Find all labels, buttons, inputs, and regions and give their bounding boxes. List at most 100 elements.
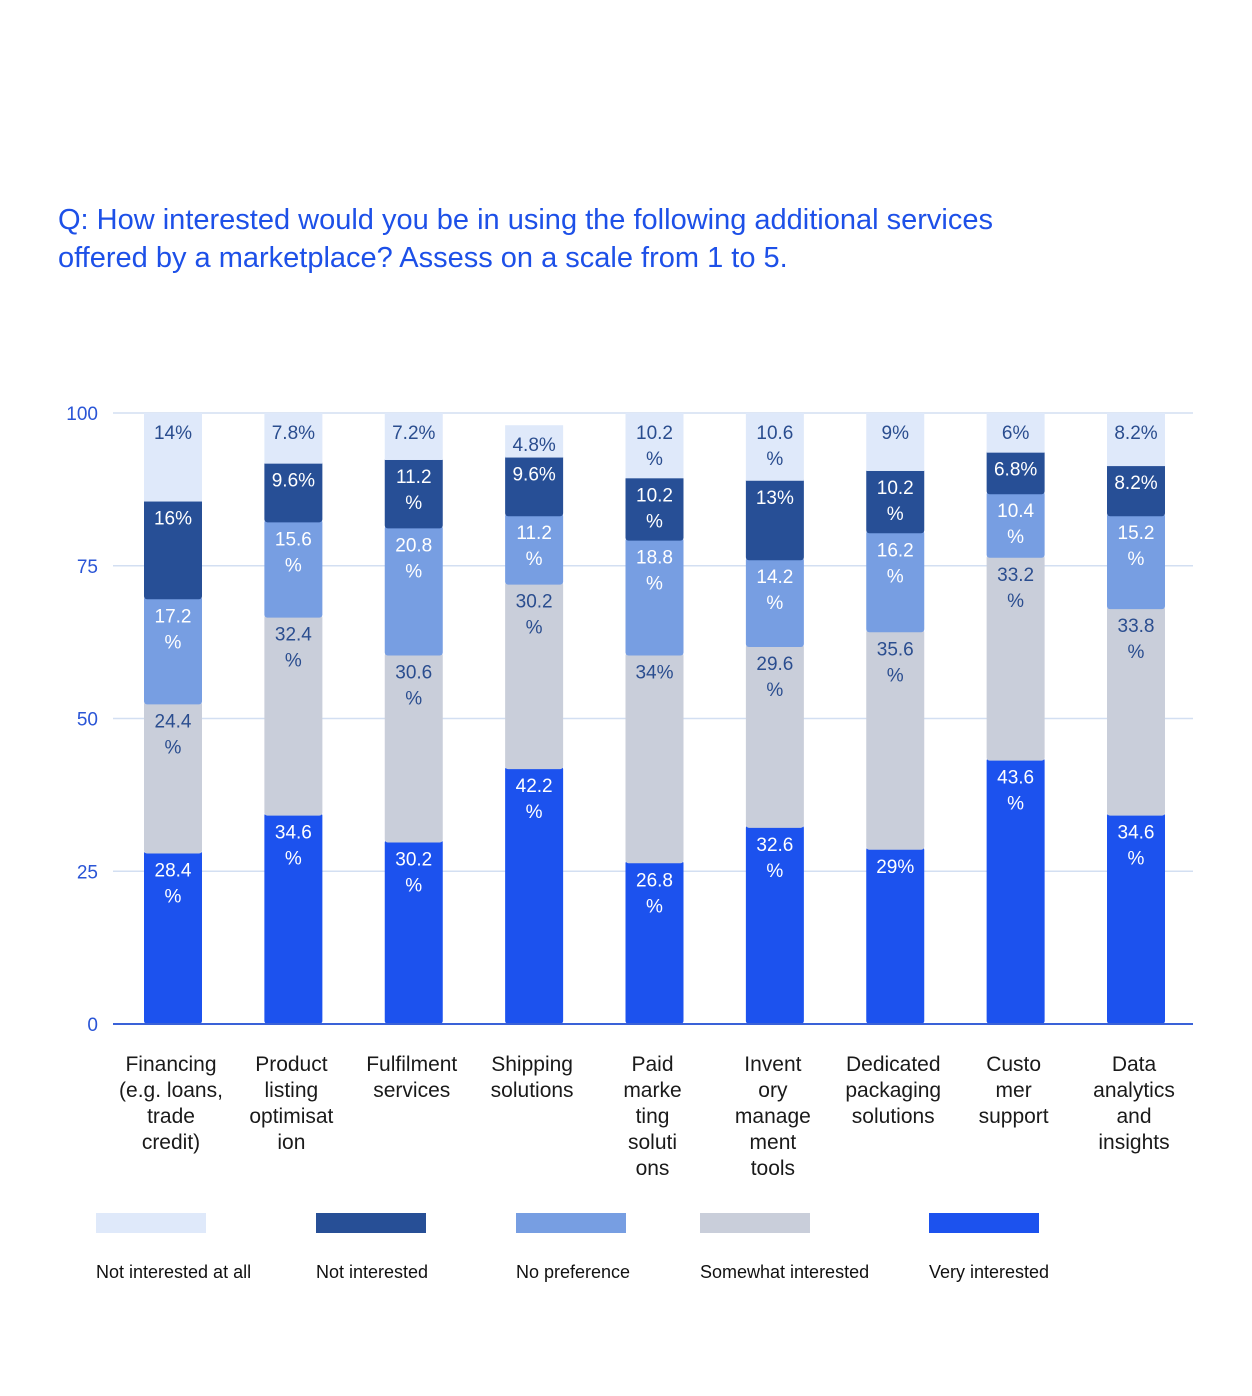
legend-item-somewhat-interested[interactable]: Somewhat interested [700,1213,869,1282]
bar-segment-not-interested [625,475,684,541]
bar-segment-somewhat-interested [505,581,564,770]
x-category-label-line: ory [758,1079,788,1102]
chart-title: Q: How interested would you be in using … [58,201,1178,277]
bar-segment-not-interested-at-all [866,413,925,471]
legend-item-not-interested[interactable]: Not interested [316,1213,428,1282]
data-label-very-interested: 28.4 [155,860,192,881]
bar-segment-very-interested [264,812,323,1024]
data-label-somewhat-interested: % [526,618,543,639]
data-label-not-interested-at-all: % [646,449,663,470]
data-label-somewhat-interested: % [1007,591,1024,612]
data-label-somewhat-interested: 35.6 [877,639,914,660]
data-label-very-interested: % [405,875,422,896]
y-tick-label: 50 [77,710,98,731]
x-category-label: Custo mer support [979,1053,1049,1128]
bar-segment-no-preference [264,519,323,618]
bar-stack-paid-marke-ting-soluti-ons [625,413,684,1024]
data-label-somewhat-interested: 33.8 [1118,616,1155,637]
x-category-label-line: Data [1112,1053,1157,1076]
legend-label: Somewhat interested [700,1262,870,1282]
legend-item-very-interested[interactable]: Very interested [929,1213,1049,1282]
data-label-somewhat-interested: 29.6 [756,654,793,675]
data-label-no-preference: % [1128,549,1145,570]
bar-segment-not-interested-at-all [1107,413,1165,467]
legend-item-no-preference[interactable]: No preference [516,1213,630,1282]
data-label-no-preference: % [165,632,182,653]
data-label-very-interested: % [766,861,783,882]
x-category-label-line: Dedicated [846,1053,941,1076]
chart-title-line-1: Q: How interested would you be in using … [58,204,993,236]
bar-stack-custo-mer-support [986,413,1045,1024]
bar-segment-no-preference [625,537,684,656]
bar-segment-no-preference [986,491,1045,558]
data-label-not-interested: 8.2% [1114,473,1157,494]
data-label-not-interested: 13% [756,488,794,509]
x-category-label-line: tools [751,1157,795,1180]
data-label-no-preference: 18.8 [636,548,673,569]
bar-segment-no-preference [1107,513,1165,610]
bar-segment-somewhat-interested [625,652,684,864]
data-label-very-interested: 30.2 [395,849,432,870]
x-category-label: Dedicated packaging solutions [845,1053,941,1128]
x-category-label-line: listing [265,1079,319,1102]
bar-stack-financing-e-g-loans-trade-credit [144,413,202,1024]
data-label-very-interested: % [526,802,543,823]
data-label-not-interested: 9.6% [272,471,315,492]
bar-segment-somewhat-interested [264,614,323,816]
bars [144,413,1165,1024]
data-label-no-preference: 14.2 [756,567,793,588]
x-category-label-line: insights [1098,1131,1169,1154]
data-label-not-interested-at-all: 7.2% [392,423,435,444]
bar-segment-not-interested-at-all [986,413,1045,453]
bar-segment-not-interested [144,498,202,600]
data-label-no-preference: % [766,593,783,614]
x-axis-category-labels: Financing (e.g. loans, trade credit) Product… [119,1053,1175,1180]
bar-segment-somewhat-interested [866,629,925,850]
bar-segment-not-interested [384,456,443,529]
legend-label: Very interested [929,1262,1050,1282]
x-category-label-line: Product [255,1053,328,1076]
bar-segment-very-interested [1107,812,1165,1024]
data-label-no-preference: 20.8 [395,535,432,556]
x-category-label: Shipping solutions [491,1053,574,1102]
data-label-not-interested: % [405,493,422,514]
x-category-label-line: mer [996,1079,1032,1102]
data-label-very-interested: 34.6 [275,823,312,844]
legend-label: Not interested [316,1262,429,1282]
data-label-no-preference: % [646,574,663,595]
bar-stack-shipping-solutions [505,425,564,1024]
x-category-label-line: manage [735,1105,811,1128]
x-category-label-line: optimisat [249,1105,333,1128]
data-label-not-interested: 16% [154,509,192,530]
bar-segment-not-interested-at-all [505,425,564,458]
data-labels: 28.4% 24.4% 17.2% 16% 14% 34.6% 32.4% 15.6% 9.6%… [154,423,1158,917]
x-category-label-line: Financing [125,1053,216,1076]
data-label-very-interested: 34.6 [1118,823,1155,844]
data-label-very-interested: % [1128,849,1145,870]
legend-item-not-interested-at-all[interactable]: Not interested at all [96,1213,251,1282]
chart-title-line-2: offered by a marketplace? Assess on a sc… [58,242,788,274]
data-label-not-interested-at-all: 6% [1002,423,1030,444]
bar-segment-somewhat-interested [1107,606,1165,816]
bar-segment-no-preference [505,513,564,585]
bar-segment-not-interested-at-all [745,413,804,481]
data-label-no-preference: 15.6 [275,529,312,550]
legend-swatch [700,1213,810,1233]
data-label-not-interested-at-all: % [766,449,783,470]
data-label-very-interested: 42.2 [516,776,553,797]
data-label-not-interested: % [887,504,904,525]
bar-segment-not-interested [866,467,925,534]
data-label-not-interested: 10.2 [636,485,673,506]
data-label-no-preference: 17.2 [155,606,192,627]
x-category-label-line: Fulfilment [366,1053,457,1076]
bar-segment-somewhat-interested [986,554,1045,761]
data-label-somewhat-interested: % [405,689,422,710]
bar-segment-very-interested [144,850,202,1024]
bar-segment-somewhat-interested [384,652,443,843]
bar-segment-very-interested [384,839,443,1024]
data-label-not-interested-at-all: 7.8% [272,423,315,444]
y-tick-label: 0 [87,1015,98,1036]
x-category-label-line: solutions [852,1105,935,1128]
bar-segment-not-interested-at-all [625,413,684,479]
